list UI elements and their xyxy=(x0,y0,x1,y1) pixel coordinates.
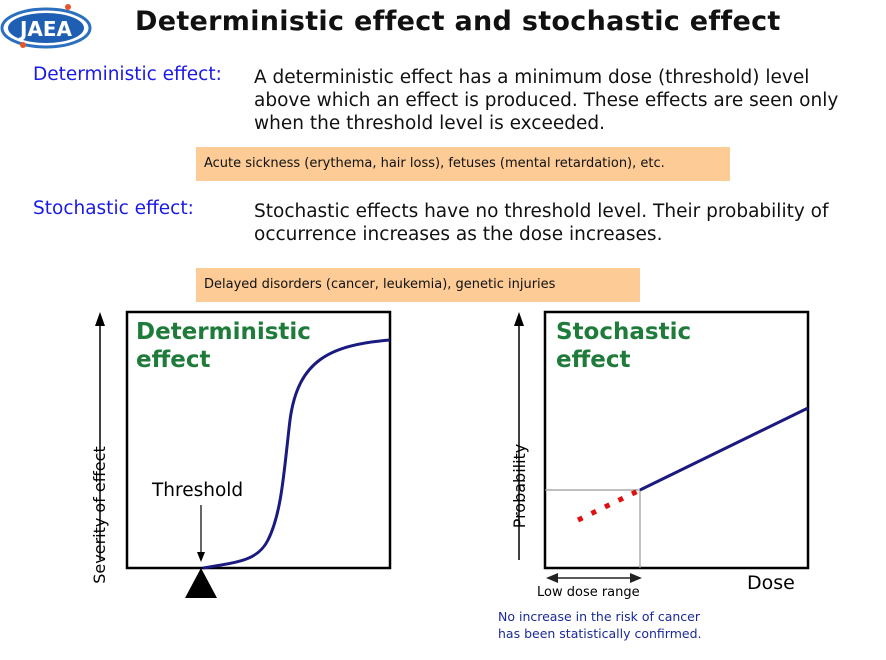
svg-text:JAEA: JAEA xyxy=(18,17,73,41)
severity-axis-label: Severity of effect xyxy=(90,446,109,584)
graph-title-line: effect xyxy=(556,347,631,373)
threshold-label: Threshold xyxy=(152,480,244,501)
stochastic-label: Stochastic effect: xyxy=(33,198,194,219)
stochastic-graph-frame xyxy=(543,310,810,570)
deterministic-description: A deterministic effect has a minimum dos… xyxy=(254,67,839,134)
threshold-triangle xyxy=(185,568,217,598)
low-dose-range-label: Low dose range xyxy=(537,585,640,600)
note-line: No increase in the risk of cancer xyxy=(498,609,701,624)
dose-axis-label: Dose xyxy=(747,572,795,594)
statistical-note: No increase in the risk of cancer has bee… xyxy=(498,608,701,642)
stochastic-description: Stochastic effects have no threshold lev… xyxy=(254,201,829,245)
jaea-logo: JAEA xyxy=(0,4,92,49)
stochastic-line xyxy=(639,406,809,492)
stochastic-graph-title: Stochastic effect xyxy=(556,318,691,374)
low-dose-dotted-line xyxy=(576,487,642,523)
deterministic-graph-frame xyxy=(125,310,392,570)
page-title: Deterministic effect and stochastic effe… xyxy=(135,6,781,37)
deterministic-examples: Acute sickness (erythema, hair loss), fe… xyxy=(196,147,730,181)
deterministic-graph-title: Deterministic effect xyxy=(136,318,311,374)
deterministic-label: Deterministic effect: xyxy=(33,64,222,85)
note-line: has been statistically confirmed. xyxy=(498,626,702,641)
deterministic-curve xyxy=(202,338,391,570)
graph-title-line: effect xyxy=(136,347,211,373)
probability-axis-label: Probability xyxy=(510,443,529,529)
stochastic-examples: Delayed disorders (cancer, leukemia), ge… xyxy=(196,268,640,302)
graph-title-line: Deterministic xyxy=(136,319,311,345)
graph-title-line: Stochastic xyxy=(556,319,692,345)
